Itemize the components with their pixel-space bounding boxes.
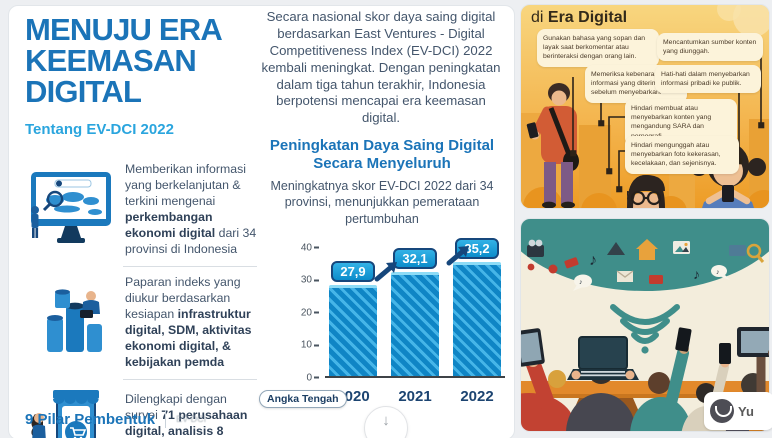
mountain-icon	[607, 242, 625, 255]
media-icons: ♪ ♪ ♪ ♪	[527, 239, 765, 291]
speech-bubble-icon: ♪	[711, 265, 730, 280]
bar-chart: 40 30 20 10 0 27,9 32,1	[259, 237, 505, 411]
tag-icon	[564, 257, 579, 269]
bar-2020: 27,9	[329, 260, 377, 376]
speech-bubble-icon: ♪	[573, 274, 592, 291]
chart-section-subtext: Meningkatnya skor EV-DCI 2022 dari 34 pr…	[270, 179, 494, 226]
tip-callout: Mencantumkan sumber konten yang diunggah…	[657, 33, 763, 62]
watermark: Yu	[704, 392, 772, 430]
watermark-text: Yu	[738, 403, 754, 419]
divider	[165, 410, 167, 428]
left-column: MENUJU ERA KEEMASAN DIGITAL Tentang EV-D…	[25, 14, 253, 138]
envelope-icon	[616, 270, 634, 282]
person-laptop	[566, 336, 639, 431]
index-stack-illustration	[25, 284, 117, 361]
kid-with-glasses	[627, 175, 665, 208]
callout-leader-lines	[570, 44, 765, 193]
list-item-text: Dilengkapi dengan survei 71 perusahaan d…	[125, 392, 248, 438]
monitor-indonesia-map-illustration	[25, 168, 117, 251]
image-tile-era-digital[interactable]: di Era Digital Gunakan bahasa yang sopan…	[520, 4, 770, 209]
arrow-down-icon: ↓	[382, 412, 390, 429]
tile-title: di Era Digital	[531, 9, 628, 26]
list-item: Memberikan informasi yang berkelanjutan …	[25, 154, 257, 266]
bar-2021: 32,1	[391, 247, 439, 376]
list-item-text: Paparan indeks yang diukur berdasarkan k…	[125, 274, 252, 369]
x-axis-labels: 2020 2021 2022	[336, 387, 494, 405]
person-phone-teal	[630, 327, 692, 431]
y-axis: 40 30 20 10 0	[289, 242, 321, 383]
media-icons-cloud-illustration: ♪ ♪ ♪ ♪	[521, 219, 769, 291]
legend-label: Angka Tengah	[259, 389, 347, 408]
survey-store-phone-illustration	[25, 388, 117, 438]
list-item: Dilengkapi dengan survei 71 perusahaan d…	[25, 380, 257, 438]
city-people-illustration	[521, 5, 769, 208]
growth-arrow-icon	[446, 245, 469, 266]
intro-paragraph: Secara nasional skor daya saing digital …	[261, 9, 501, 126]
photo-icon	[673, 241, 690, 254]
list-item: Paparan indeks yang diukur berdasarkan k…	[25, 267, 257, 379]
pin-icon	[548, 264, 558, 274]
chart-section-heading: Peningkatan Daya Saing Digital Secara Me…	[269, 137, 495, 173]
magnifier-icon	[42, 191, 64, 212]
footer-row: 9 Pilar Pembentuk EV-DCI	[25, 410, 505, 428]
footer-heading: 9 Pilar Pembentuk	[25, 410, 156, 428]
page-title: MENUJU ERA KEEMASAN DIGITAL	[25, 12, 222, 109]
music-note-icon: ♪	[693, 266, 700, 282]
svg-text:♪: ♪	[579, 279, 583, 286]
dot-icon	[527, 263, 535, 271]
ticket-icon	[649, 275, 663, 284]
feature-list: Memberikan informasi yang berkelanjutan …	[25, 154, 257, 438]
growth-arrow-icon	[374, 261, 397, 282]
magnifier-icon	[746, 243, 765, 263]
music-note-icon: ♪	[589, 252, 597, 269]
infographic-tile-main[interactable]: MENUJU ERA KEEMASAN DIGITAL Tentang EV-D…	[8, 5, 515, 438]
tip-callout: Gunakan bahasa yang sopan dan layak saat…	[537, 29, 659, 67]
value-badge: 27,9	[331, 260, 375, 282]
scroll-down-button[interactable]: ↓	[364, 406, 408, 438]
cart-icon	[65, 420, 87, 438]
plot-area: 27,9 32,1 35,2	[325, 237, 505, 378]
wifi-icon	[610, 304, 680, 354]
divider	[123, 378, 257, 380]
bar-2022: 35,2	[453, 237, 501, 376]
watermark-logo-icon	[710, 399, 734, 423]
middle-column: Secara nasional skor daya saing digital …	[257, 8, 511, 411]
person-tablet-left	[521, 328, 575, 431]
tip-callout: Hindari mengunggah atau menyebarkan foto…	[625, 136, 739, 174]
video-camera-icon	[527, 239, 544, 257]
value-badge: 32,1	[393, 247, 437, 269]
svg-text:♪: ♪	[716, 269, 720, 276]
tip-callout: Hati-hati dalam menyebarkan informasi pr…	[655, 65, 761, 94]
section-heading: Tentang EV-DCI 2022	[25, 121, 174, 138]
divider	[123, 265, 257, 267]
list-item-text: Memberikan informasi yang berkelanjutan …	[125, 162, 257, 256]
screen-icon	[729, 245, 746, 256]
house-icon	[636, 239, 658, 260]
footer-note: EV-DCI	[176, 414, 207, 424]
